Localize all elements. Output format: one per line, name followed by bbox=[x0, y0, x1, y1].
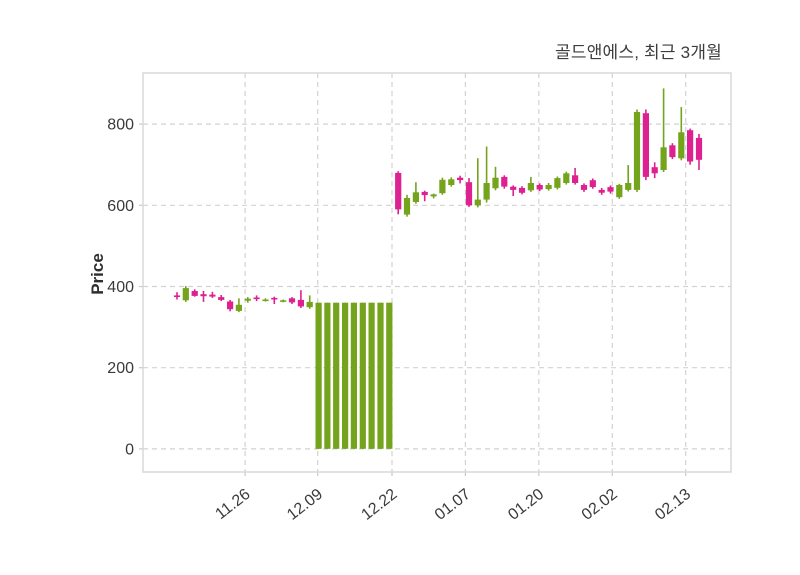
chart-title: 골드앤에스, 최근 3개월 bbox=[555, 43, 722, 62]
x-tick-label: 02.13 bbox=[652, 486, 694, 524]
y-tick-label: 800 bbox=[107, 117, 134, 134]
y-tick-label: 200 bbox=[107, 360, 134, 377]
x-tick-label: 12.22 bbox=[358, 486, 400, 524]
x-tick-label: 01.07 bbox=[432, 486, 474, 524]
x-tick-label: 11.26 bbox=[212, 486, 253, 523]
x-tick-label: 12.09 bbox=[284, 486, 326, 524]
y-tick-label: 600 bbox=[107, 198, 134, 215]
y-tick-label: 400 bbox=[107, 279, 134, 296]
x-tick-label: 01.20 bbox=[505, 486, 547, 524]
y-tick-label: 0 bbox=[125, 441, 134, 458]
x-tick-label: 02.02 bbox=[579, 486, 621, 524]
